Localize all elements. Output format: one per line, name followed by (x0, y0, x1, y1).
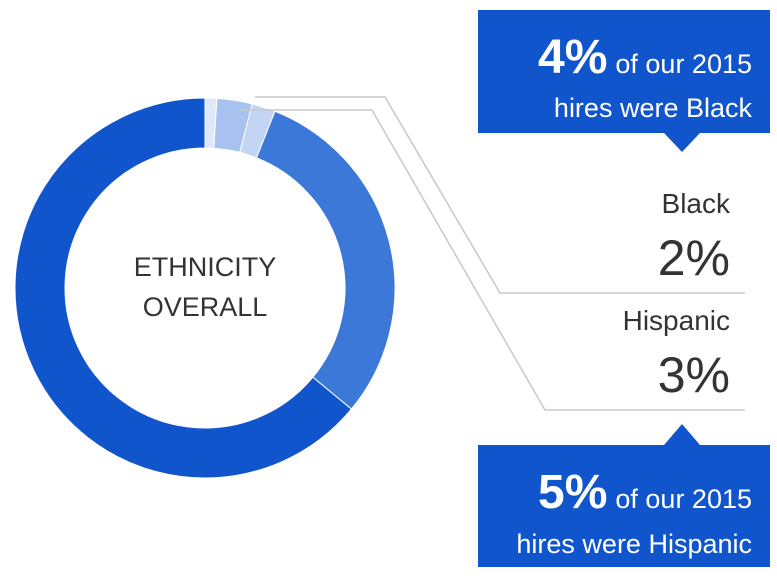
legend-label: Black (662, 188, 731, 219)
leader-line (240, 109, 745, 411)
legend-value: 2% (658, 230, 730, 286)
leader-line (255, 96, 745, 294)
callout-line: hires were Hispanic (516, 529, 752, 559)
callout-highlight: 4% (538, 31, 607, 84)
callout-line: of our 2015 (615, 484, 752, 514)
center-label: OVERALL (143, 292, 268, 322)
callout-text: 5% of our 2015 (538, 466, 752, 519)
center-label: ETHNICITY (134, 252, 277, 282)
donut (14, 97, 396, 479)
callout-line: of our 2015 (615, 49, 752, 79)
callout-box (478, 10, 770, 152)
callout-box (478, 424, 770, 567)
donut-segment (14, 97, 353, 479)
callout-line: hires were Black (554, 93, 753, 123)
donut-segment (255, 110, 396, 410)
legend-label: Hispanic (623, 305, 730, 336)
callout-text: 4% of our 2015 (538, 31, 752, 84)
legend-value: 3% (658, 347, 730, 403)
callout-highlight: 5% (538, 466, 607, 519)
